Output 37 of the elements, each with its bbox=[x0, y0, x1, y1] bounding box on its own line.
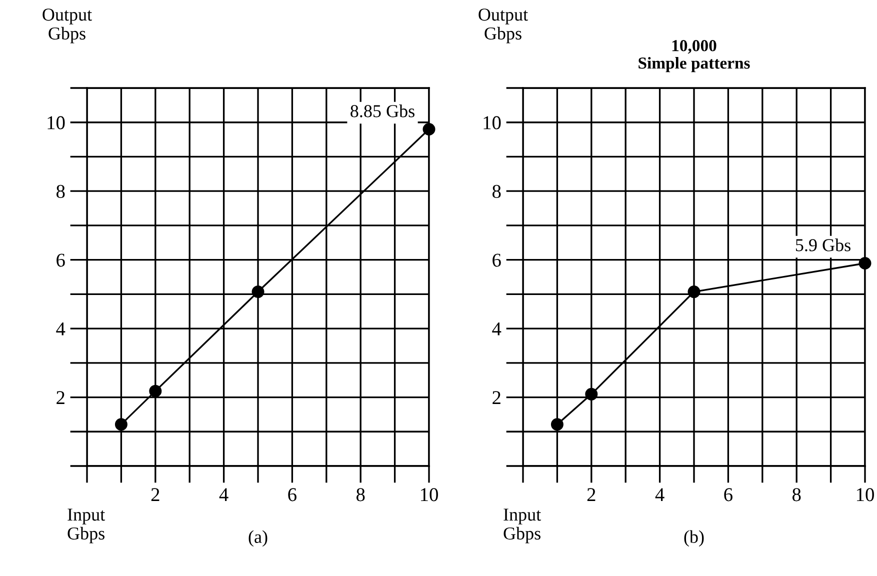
x-axis-title: Input Gbps bbox=[68, 508, 106, 544]
y-tick-label: 2 bbox=[492, 391, 500, 404]
point bbox=[422, 122, 436, 136]
point bbox=[149, 384, 162, 398]
point bbox=[114, 418, 128, 431]
x-tick-label: 8 bbox=[356, 488, 365, 502]
annotation: 5.9 Gbs bbox=[796, 238, 850, 252]
point bbox=[585, 388, 598, 400]
y-axis-title: Output Gbps bbox=[478, 8, 528, 44]
x-tick-label: 6 bbox=[288, 488, 296, 502]
point bbox=[550, 418, 564, 431]
x-tick-label: 4 bbox=[219, 488, 228, 502]
x-tick-label: 4 bbox=[655, 488, 664, 502]
x-tick-label: 10 bbox=[856, 488, 874, 502]
x-tick-label: 2 bbox=[587, 488, 596, 502]
point bbox=[688, 286, 700, 298]
y-tick-label: 8 bbox=[56, 184, 65, 198]
y-tick-label: 4 bbox=[492, 322, 502, 336]
x-axis-title: Input Gbps bbox=[504, 508, 542, 544]
y-axis-title: Output Gbps bbox=[42, 8, 92, 44]
point bbox=[252, 286, 264, 298]
y-tick-label: 10 bbox=[484, 116, 501, 130]
y-tick-label: 2 bbox=[56, 391, 64, 404]
x-tick-label: 6 bbox=[724, 488, 732, 502]
x-tick-label: 8 bbox=[792, 488, 801, 502]
y-tick-label: 10 bbox=[48, 116, 65, 130]
chart-title: 10,000 Simple patterns bbox=[638, 40, 750, 72]
y-tick-label: 8 bbox=[492, 184, 501, 198]
x-tick-label: 10 bbox=[420, 488, 438, 502]
x-tick-label: 2 bbox=[151, 488, 160, 502]
y-tick-label: 4 bbox=[56, 322, 66, 336]
y-tick-label: 6 bbox=[492, 254, 501, 267]
text: (b) bbox=[684, 530, 704, 547]
text: (a) bbox=[248, 530, 268, 547]
annotation: 8.85 Gbs bbox=[350, 104, 414, 118]
y-tick-label: 6 bbox=[56, 254, 65, 267]
point bbox=[858, 257, 872, 270]
